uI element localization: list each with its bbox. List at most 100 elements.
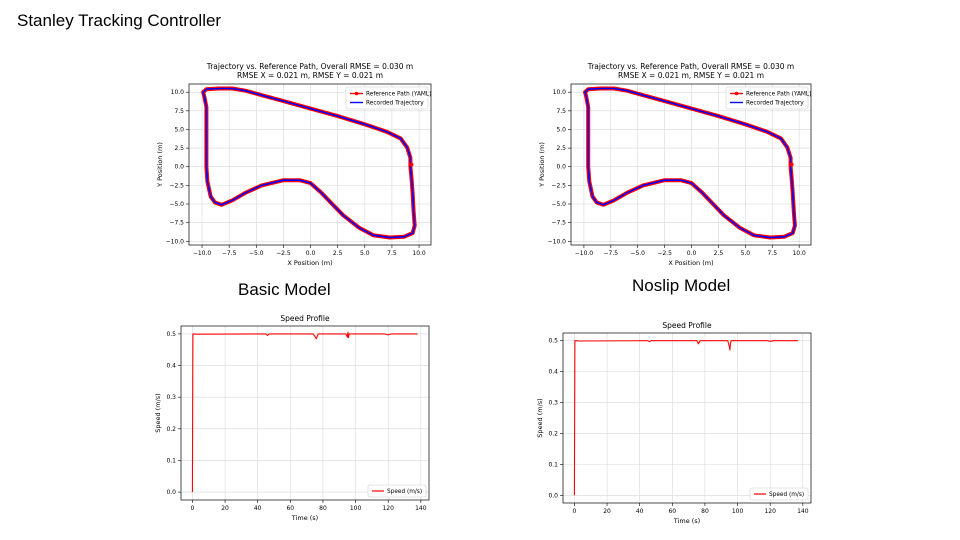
speed-line — [573, 340, 798, 496]
y-tick-label: 7.5 — [556, 108, 566, 115]
axes-frame — [180, 325, 430, 501]
chart-title: Trajectory vs. Reference Path, Overall R… — [587, 62, 795, 71]
y-tick-label: 0.5 — [166, 331, 176, 338]
y-tick-label: 10.0 — [553, 89, 567, 96]
basic-trajectory-chart: −10.0 −7.5 −5.0 −2.5 0.0 2.5 5.0 7.5 10.0 −10.0 −7… — [156, 62, 432, 267]
y-tick-label: 0.0 — [174, 164, 184, 171]
legend-reference-marker — [734, 91, 739, 96]
plot-area — [563, 333, 811, 503]
x-tick-label: −7.5 — [604, 250, 619, 257]
axes-frame — [562, 332, 812, 504]
x-axis-label: X Position (m) — [668, 259, 713, 267]
x-tick-label: 7.5 — [387, 250, 397, 257]
x-tick-label: 20 — [221, 505, 229, 512]
y-tick-label: −10.0 — [166, 238, 185, 245]
basic-model-caption: Basic Model — [238, 280, 331, 299]
legend-recorded-label: Recorded Trajectory — [746, 101, 804, 107]
y-tick-label: 0.0 — [166, 489, 176, 496]
legend-box — [367, 484, 427, 498]
x-tick-label: 80 — [701, 508, 709, 515]
noslip-speed-chart: 0 20 40 60 80 100 120 140 0.0 0.1 0.2 0.3 0.4 0.5 Spee… — [536, 321, 812, 525]
x-tick-label: 40 — [254, 505, 262, 512]
y-tick-label: −7.5 — [169, 220, 184, 227]
legend-box — [725, 86, 809, 110]
y-tick-label: −2.5 — [551, 182, 566, 189]
y-axis-label: Speed (m/s) — [536, 398, 544, 437]
x-tick-label: 100 — [350, 505, 362, 512]
y-tick-label: 5.0 — [174, 126, 184, 133]
reference-path-marker — [789, 162, 794, 167]
slide-title: Stanley Tracking Controller — [17, 11, 222, 30]
x-tick-label: 140 — [797, 508, 809, 515]
x-tick-label: −7.5 — [222, 250, 237, 257]
x-tick-label: 10.0 — [792, 250, 806, 257]
y-tick-label: 0.4 — [548, 369, 558, 376]
reference-path-marker — [409, 162, 414, 167]
x-tick-label: −10.0 — [575, 250, 594, 257]
x-tick-label: 0.0 — [687, 250, 697, 257]
y-tick-label: −5.0 — [169, 201, 184, 208]
basic-speed-chart: 0 20 40 60 80 100 120 140 0.0 0.1 0.2 0.3 0.4 0.5 Spee… — [154, 314, 430, 522]
x-tick-label: 140 — [415, 505, 427, 512]
legend-box — [345, 86, 429, 110]
chart-title: Speed Profile — [280, 314, 330, 323]
x-tick-label: 20 — [603, 508, 611, 515]
x-tick-label: 2.5 — [333, 250, 343, 257]
x-tick-label: 120 — [382, 505, 394, 512]
y-tick-label: 0.3 — [166, 394, 176, 401]
chart-subtitle: RMSE X = 0.021 m, RMSE Y = 0.021 m — [237, 71, 383, 80]
x-tick-label: 10.0 — [412, 250, 426, 257]
y-tick-label: 0.1 — [548, 461, 558, 468]
y-axis-label: Y Position (m) — [538, 142, 546, 188]
recorded-trajectory-line — [584, 87, 796, 239]
axes-frame — [188, 83, 432, 246]
y-tick-label: 2.5 — [556, 145, 566, 152]
y-tick-label: 7.5 — [174, 108, 184, 115]
chart-subtitle: RMSE X = 0.021 m, RMSE Y = 0.021 m — [618, 71, 764, 80]
x-tick-label: −2.5 — [276, 250, 291, 257]
x-tick-label: 100 — [732, 508, 744, 515]
x-tick-label: 0.0 — [306, 250, 316, 257]
legend-box — [749, 487, 809, 501]
speed-line — [191, 331, 418, 493]
y-tick-label: 5.0 — [556, 126, 566, 133]
y-tick-label: 0.0 — [556, 164, 566, 171]
y-axis-label: Speed (m/s) — [154, 393, 162, 432]
y-tick-label: 0.3 — [548, 400, 558, 407]
y-tick-label: 0.2 — [548, 430, 558, 437]
y-tick-label: 0.4 — [166, 363, 176, 370]
x-tick-label: 40 — [636, 508, 644, 515]
y-tick-label: 10.0 — [171, 89, 185, 96]
y-tick-label: 0.2 — [166, 426, 176, 433]
legend-speed-label: Speed (m/s) — [769, 492, 804, 498]
legend-reference-label: Reference Path (YAML) — [746, 92, 811, 98]
y-tick-label: 0.1 — [166, 457, 176, 464]
x-tick-label: −2.5 — [657, 250, 672, 257]
legend-recorded-label: Recorded Trajectory — [366, 101, 424, 107]
recorded-trajectory-line — [202, 87, 416, 239]
legend-reference-label: Reference Path (YAML) — [366, 92, 431, 98]
x-tick-label: 5.0 — [360, 250, 370, 257]
y-tick-label: 0.0 — [548, 492, 558, 499]
x-tick-label: 0 — [191, 505, 195, 512]
y-tick-label: −7.5 — [551, 220, 566, 227]
x-axis-label: Time (s) — [291, 514, 318, 522]
y-tick-label: 2.5 — [174, 145, 184, 152]
x-tick-label: 60 — [286, 505, 294, 512]
plot-area — [181, 326, 429, 500]
x-axis-label: Time (s) — [673, 517, 700, 525]
legend-reference-marker — [354, 91, 359, 96]
x-axis-label: X Position (m) — [287, 259, 332, 267]
noslip-trajectory-chart: −10.0 −7.5 −5.0 −2.5 0.0 2.5 5.0 7.5 10.0 −10.0 −7… — [538, 62, 811, 267]
x-tick-label: 5.0 — [741, 250, 751, 257]
x-tick-label: 2.5 — [714, 250, 724, 257]
x-tick-label: 120 — [764, 508, 776, 515]
y-axis-label: Y Position (m) — [156, 142, 164, 188]
x-tick-label: 7.5 — [767, 250, 777, 257]
y-tick-label: 0.5 — [548, 338, 558, 345]
x-tick-label: 0 — [573, 508, 577, 515]
noslip-model-caption: Noslip Model — [632, 276, 731, 295]
chart-title: Speed Profile — [662, 321, 712, 330]
y-tick-label: −5.0 — [551, 201, 566, 208]
chart-title: Trajectory vs. Reference Path, Overall R… — [206, 62, 414, 71]
